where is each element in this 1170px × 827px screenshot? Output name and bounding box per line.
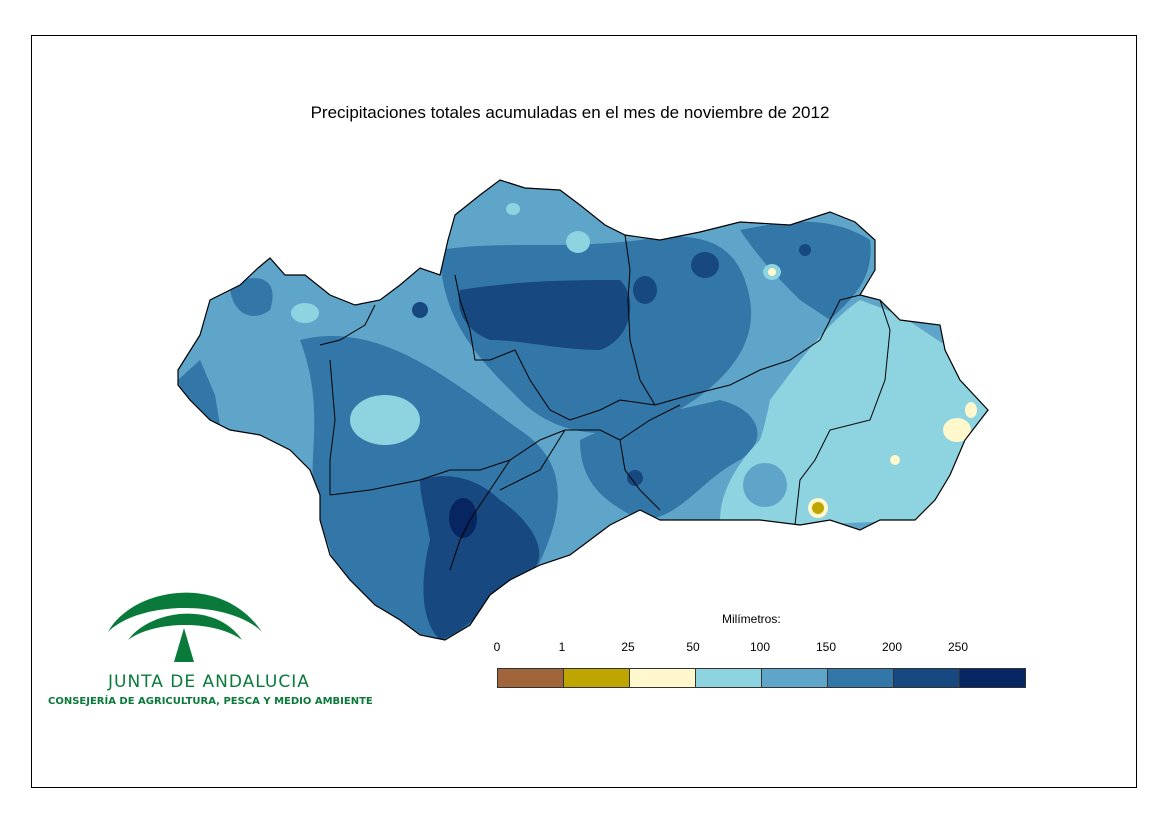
legend-tick: 25: [621, 640, 635, 654]
legend-tick: 1: [558, 640, 566, 654]
legend-tick: 150: [815, 640, 837, 654]
logo-subtitle: CONSEJERÍA DE AGRICULTURA, PESCA Y MEDIO…: [48, 696, 373, 707]
legend-swatch: [828, 669, 894, 687]
legend-swatch: [960, 669, 1025, 687]
map-frame: [31, 35, 1137, 788]
legend-swatch: [696, 669, 762, 687]
legend-title: Milímetros:: [722, 612, 781, 626]
legend-tick: 50: [686, 640, 700, 654]
junta-logo-emblem: [108, 592, 262, 662]
legend-tick: 250: [947, 640, 969, 654]
legend-swatch: [564, 669, 630, 687]
legend-swatch: [762, 669, 828, 687]
legend-swatch: [894, 669, 960, 687]
map-title: Precipitaciones totales acumuladas en el…: [310, 103, 830, 122]
legend-swatch: [498, 669, 564, 687]
legend-swatch: [630, 669, 696, 687]
legend-tick: 100: [749, 640, 771, 654]
legend-tick: 0: [493, 640, 501, 654]
legend-color-bar: [497, 668, 1026, 688]
logo-name: JUNTA DE ANDALUCIA: [108, 672, 310, 692]
legend-tick: 200: [881, 640, 903, 654]
province-borders: [177, 179, 989, 641]
